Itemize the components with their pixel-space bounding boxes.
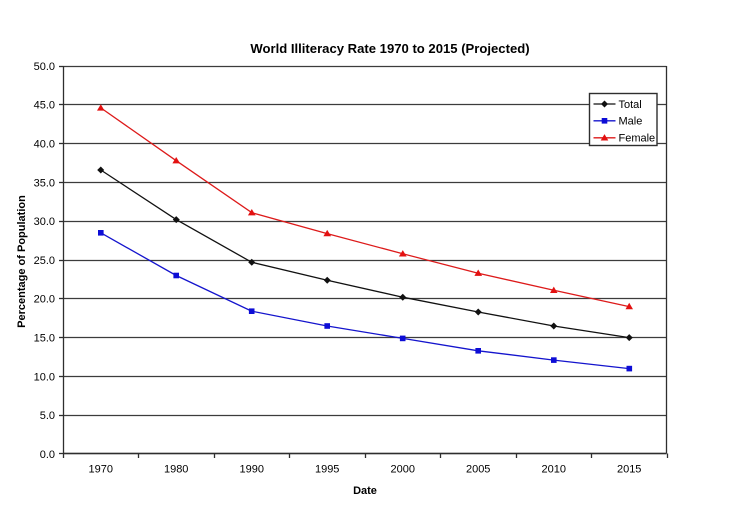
svg-text:25.0: 25.0 [34,255,55,267]
svg-text:20.0: 20.0 [34,294,55,306]
svg-text:2000: 2000 [391,464,415,476]
svg-text:35.0: 35.0 [34,177,55,189]
svg-text:Date: Date [353,485,377,497]
svg-text:1990: 1990 [240,464,264,476]
svg-text:45.0: 45.0 [34,100,55,112]
svg-text:40.0: 40.0 [34,139,55,151]
svg-text:2005: 2005 [466,464,490,476]
svg-text:5.0: 5.0 [40,410,55,422]
svg-text:Male: Male [619,116,643,128]
svg-text:0.0: 0.0 [40,449,55,461]
svg-text:2010: 2010 [542,464,566,476]
svg-text:15.0: 15.0 [34,333,55,345]
svg-text:50.0: 50.0 [34,61,55,73]
svg-text:Total: Total [619,99,642,111]
svg-text:1970: 1970 [89,464,113,476]
svg-text:1980: 1980 [164,464,188,476]
svg-text:1995: 1995 [315,464,339,476]
svg-text:30.0: 30.0 [34,216,55,228]
svg-text:2015: 2015 [617,464,641,476]
svg-text:World Illiteracy Rate 1970 to: World Illiteracy Rate 1970 to 2015 (Proj… [250,41,529,56]
svg-text:Percentage of Population: Percentage of Population [16,195,28,328]
svg-text:10.0: 10.0 [34,371,55,383]
svg-text:Female: Female [619,133,656,145]
